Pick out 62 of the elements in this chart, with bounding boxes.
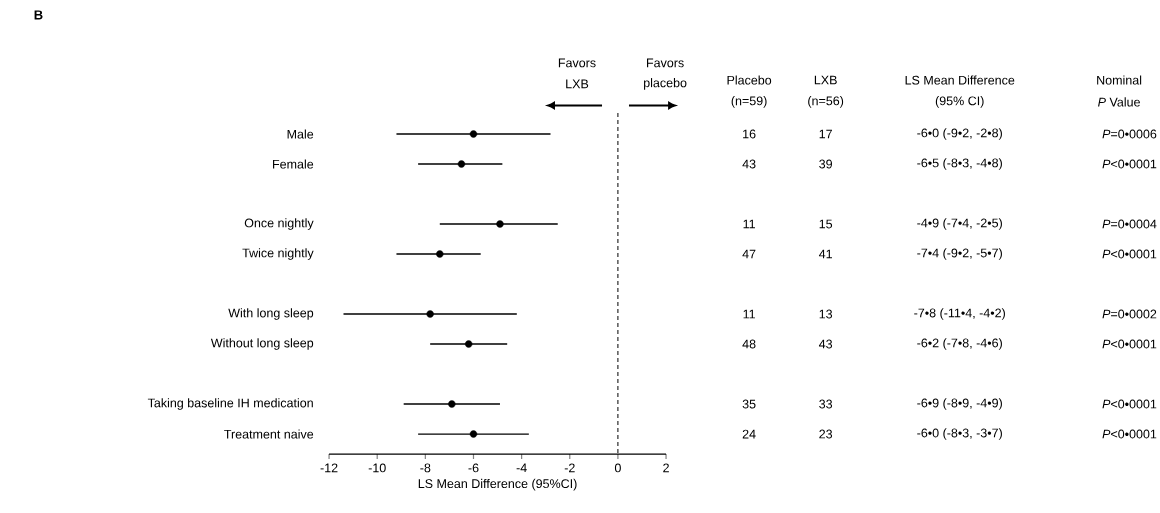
text: LXB <box>566 79 589 89</box>
y-tick-label: Treatment naive <box>224 429 314 439</box>
x-tick-label: -2 <box>564 463 575 473</box>
text: 41 <box>818 249 832 259</box>
text: LS Mean Difference <box>905 75 1015 85</box>
text: 17 <box>819 129 832 139</box>
data-label: -6•2 (-7•8, -4•6) <box>917 338 1002 350</box>
x-tick-label: 0 <box>614 463 621 473</box>
text: 35 <box>742 399 756 409</box>
text: 13 <box>819 309 833 319</box>
y-tick-label: With long sleep <box>228 308 314 320</box>
text: LXB <box>814 75 837 85</box>
x-tick-label: -6 <box>468 463 479 473</box>
text: 43 <box>818 339 833 349</box>
x-tick-label: -12 <box>320 463 338 473</box>
text: P<0•0001 <box>1102 399 1157 409</box>
y-tick-label: Taking baseline IH medication <box>147 398 313 410</box>
text: (n=59) <box>731 96 767 108</box>
x-axis-title: LS Mean Difference (95%CI) <box>418 478 577 491</box>
text: 43 <box>742 159 756 169</box>
text: 39 <box>819 159 833 169</box>
text: P=0•0006 <box>1102 129 1157 139</box>
text: Nominal <box>1097 75 1142 85</box>
x-tick-label: -10 <box>368 463 386 473</box>
text: Placebo <box>727 75 772 85</box>
text: 24 <box>742 429 756 439</box>
text: P<0•0001 <box>1102 339 1157 349</box>
data-label: -6•0 (-9•2, -2•8) <box>917 128 1002 140</box>
data-label: -6•9 (-8•9, -4•9) <box>917 398 1002 410</box>
x-tick-label: 2 <box>663 463 669 473</box>
text: P<0•0001 <box>1102 429 1157 439</box>
text: P Value <box>1098 97 1140 107</box>
x-tick-label: -8 <box>420 463 431 473</box>
text: P=0•0004 <box>1102 219 1157 229</box>
text: (n=56) <box>808 96 844 108</box>
y-tick-label: Once nightly <box>244 218 314 230</box>
text: 11 <box>743 309 755 319</box>
text: P<0•0001 <box>1102 249 1157 259</box>
y-tick-label: Twice nightly <box>242 248 314 260</box>
text: B <box>34 10 43 20</box>
y-tick-label: Female <box>273 159 314 169</box>
text: 33 <box>819 399 833 409</box>
text: 16 <box>743 129 756 139</box>
text: Favors <box>558 58 596 68</box>
data-label: -4•9 (-7•4, -2•5) <box>917 218 1002 230</box>
data-label: -7•4 (-9•2, -5•7) <box>917 248 1002 260</box>
text: 15 <box>819 219 833 229</box>
y-tick-label: Without long sleep <box>210 338 314 350</box>
text: P<0•0001 <box>1102 159 1157 169</box>
text: 48 <box>742 339 756 349</box>
text: P=0•0002 <box>1102 309 1157 319</box>
text: Favors <box>647 58 684 68</box>
data-label: -7•8 (-11•4, -4•2) <box>914 308 1005 320</box>
text: (95% CI) <box>935 96 984 108</box>
text: 11 <box>743 219 755 229</box>
text: 47 <box>742 249 756 259</box>
data-label: -6•0 (-8•3, -3•7) <box>917 428 1002 440</box>
x-tick-label: -4 <box>516 463 527 473</box>
y-tick-label: Male <box>287 129 314 139</box>
text: 23 <box>819 429 833 439</box>
text: placebo <box>644 78 687 90</box>
data-label: -6•5 (-8•3, -4•8) <box>917 158 1002 170</box>
